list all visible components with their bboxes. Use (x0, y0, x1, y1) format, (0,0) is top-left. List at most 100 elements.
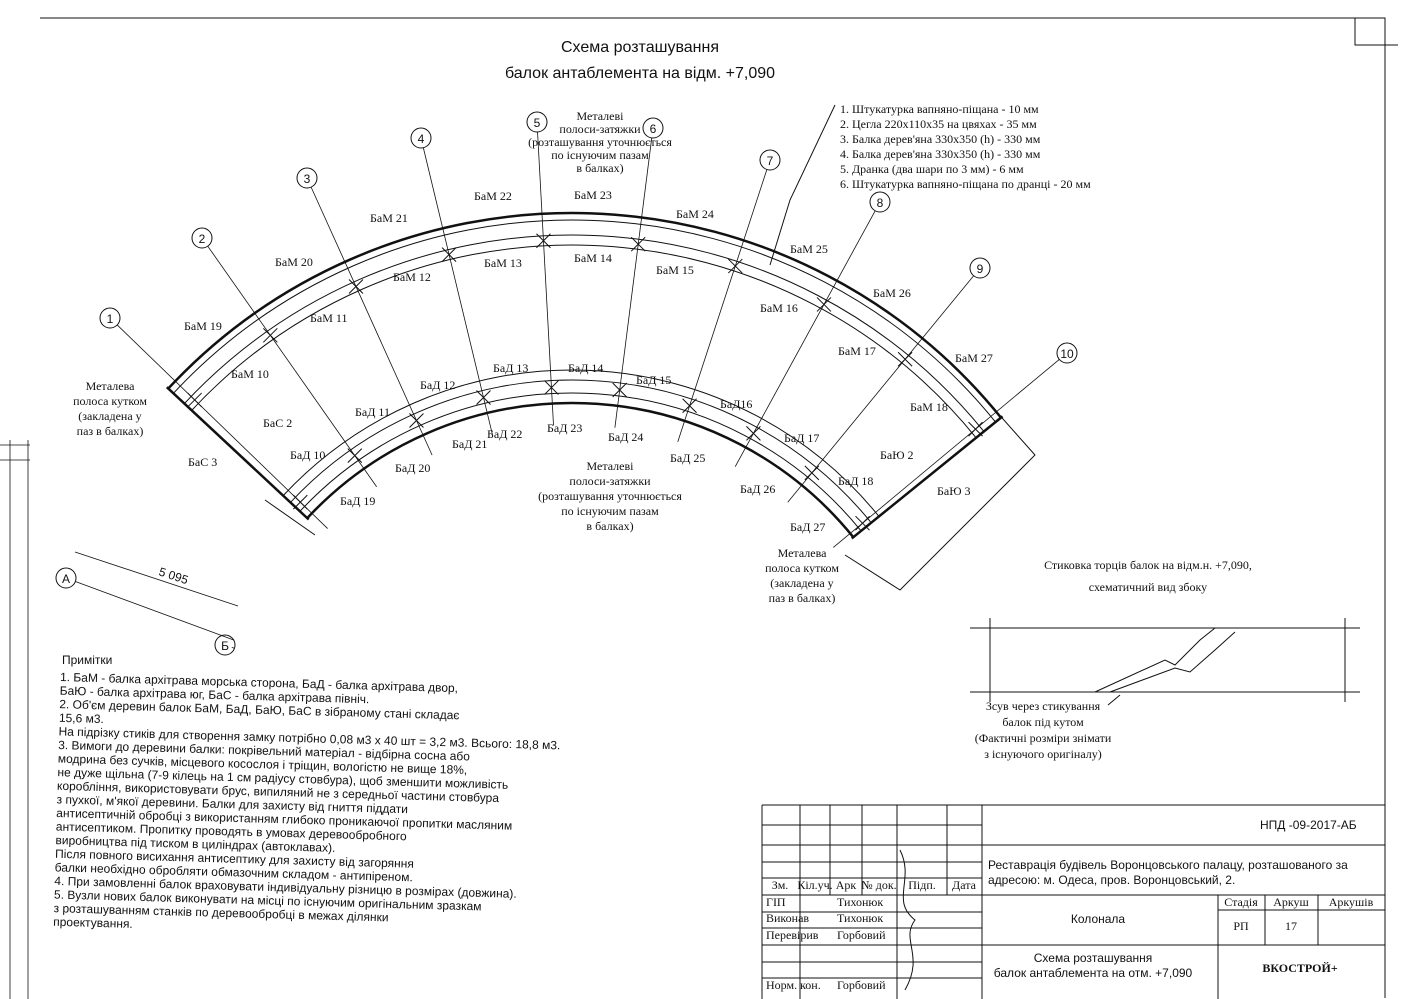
beam-label: БаД 25 (670, 451, 705, 465)
beam-label: БаМ 22 (474, 189, 512, 203)
joint-cross (897, 351, 913, 367)
axis-line (537, 131, 554, 426)
beam-label: БаМ 12 (393, 270, 431, 284)
strap-note: полоси-затяжки (569, 474, 651, 488)
legend-item: 4. Балка дерев'яна 330х350 (h) - 330 мм (840, 147, 1041, 161)
joint-cross (348, 279, 364, 294)
role: Перевірив (766, 928, 819, 942)
block-header: Зм. (772, 878, 789, 892)
beam-label: БаД 14 (568, 361, 603, 375)
angle-strip (264, 409, 1036, 591)
axis-line (207, 245, 377, 487)
stage-header: Стадія (1224, 895, 1258, 909)
joint-cross (476, 390, 491, 405)
beam-label: БаД 12 (420, 378, 455, 392)
drawing-title: Схема розташування (561, 39, 719, 56)
axis-bubble (410, 127, 432, 149)
block-header: Дата (952, 878, 977, 892)
note-line: проектування. (53, 915, 133, 931)
role: Виконав (766, 911, 809, 925)
strap-note: (розташування уточнюється (538, 489, 682, 503)
joint-cross (682, 398, 697, 414)
beam-label: БаМ 16 (760, 301, 798, 315)
joint-cross (727, 258, 743, 274)
grid-label: Б (221, 639, 229, 653)
sheet-number: 17 (1285, 919, 1297, 933)
beam-label: БаЮ 3 (937, 484, 971, 498)
joint-cross (968, 421, 983, 437)
axis-line (833, 359, 1060, 548)
beam-label: БаМ 27 (955, 351, 993, 365)
beam-label: БаС 2 (263, 416, 292, 430)
margin-table (0, 440, 30, 999)
block-header: Арк (836, 878, 857, 892)
axis-bubble (296, 167, 318, 189)
angle-note: полоса кутком (73, 394, 147, 408)
legend-item: 6. Штукатурка вапняно-піщана по дранці -… (840, 177, 1091, 191)
angle-note: паз в балках) (769, 591, 836, 605)
legend-item: 3. Балка дерев'яна 330х350 (h) - 330 мм (840, 132, 1041, 146)
drawing-title: балок антаблемента на відм. +7,090 (505, 65, 775, 82)
axis-bubble (759, 149, 781, 171)
beam-label: БаД 13 (493, 361, 528, 375)
person-name: Горбовий (837, 928, 886, 942)
beam-label: БаМ 23 (574, 188, 612, 202)
company: ВКОСТРОЙ+ (1262, 961, 1337, 975)
beam-label: БаД 18 (838, 474, 873, 488)
block-header: № док. (861, 878, 896, 892)
notes-heading: Примітки (62, 653, 112, 667)
strap-note: Металеві (577, 109, 625, 123)
signature (899, 849, 916, 991)
person-name: Тихонюк (837, 911, 883, 925)
joint-cross (441, 247, 457, 262)
strap-note: в балках) (576, 161, 623, 175)
axis-bubble (99, 307, 121, 329)
axis-label: 3 (304, 172, 311, 186)
joint-cross (292, 494, 308, 510)
object-name: Колонала (1071, 912, 1126, 926)
doc-code: НПД -09-2017-АБ (1260, 818, 1357, 832)
joint-line (1109, 631, 1236, 693)
dimension-line (74, 551, 239, 607)
axis-label: 2 (199, 232, 206, 246)
beam-label: БаМ 19 (184, 319, 222, 333)
joint-cross (187, 392, 203, 408)
beam-arc (191, 244, 977, 439)
axis-bubble (1056, 342, 1078, 364)
joint-view (970, 618, 1360, 702)
beam-arc (290, 379, 872, 524)
strap-note: (розташування уточнюється (528, 135, 672, 149)
role: ГІП (766, 895, 786, 909)
leader (1107, 694, 1121, 706)
axis-label: 8 (877, 196, 884, 210)
beam-label: БаД 10 (290, 448, 325, 462)
note-line: 15,6 м3. (59, 711, 104, 726)
joint-note: Зсув через стикування (986, 699, 1101, 713)
axis-label: 1 (107, 312, 114, 326)
axis-line (116, 324, 328, 529)
beam-label: БаМ 25 (790, 242, 828, 256)
block-header: Підп. (908, 878, 936, 892)
legend-leader (769, 104, 836, 266)
legend-item: 1. Штукатурка вапняно-піщана - 10 мм (840, 102, 1039, 116)
axis-line (677, 169, 768, 442)
beam-label: БаД 11 (355, 405, 390, 419)
axis-bubble (869, 191, 891, 213)
beam-arc (167, 211, 1002, 419)
axis-line (310, 186, 433, 456)
strap-note: по існуючим пазам (561, 504, 659, 518)
legend-item: 5. Дранка (два шари по 3 мм) - 6 мм (840, 162, 1024, 176)
axis-bubble (969, 257, 991, 279)
beam-label: БаМ 10 (231, 367, 269, 381)
angle-note: Металева (778, 546, 827, 560)
axis-line (734, 210, 876, 467)
angle-note: паз в балках) (77, 424, 144, 438)
angle-note: полоса кутком (765, 561, 839, 575)
joint-note: балок під кутом (1002, 715, 1084, 729)
beam-arc (282, 369, 880, 517)
joint-cross (536, 233, 551, 249)
joint-cross (816, 297, 832, 312)
sheet-frame (40, 17, 1398, 998)
beam-end (850, 415, 1004, 540)
